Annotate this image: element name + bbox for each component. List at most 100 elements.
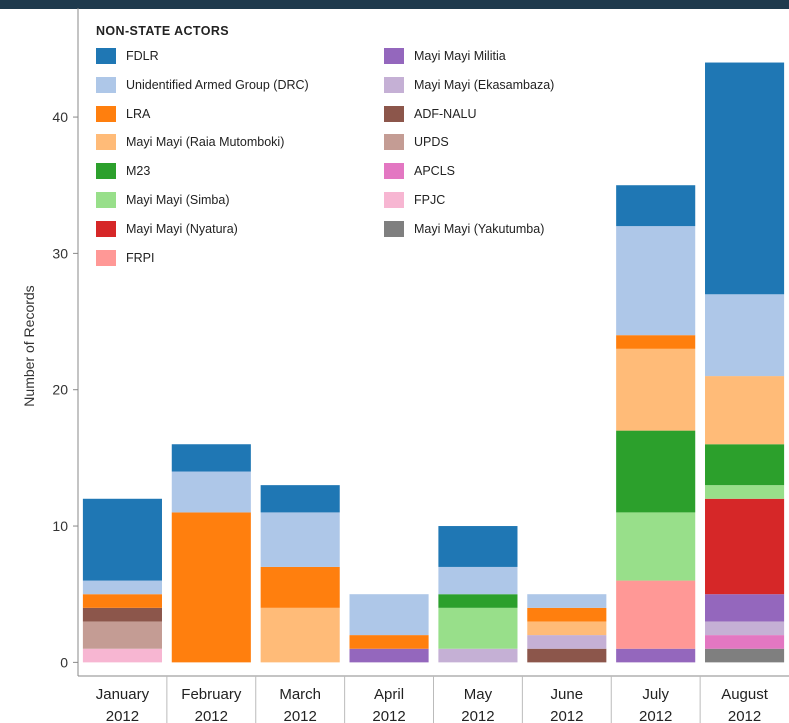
legend-swatch bbox=[384, 192, 404, 208]
legend-swatch bbox=[384, 220, 404, 237]
bar-segment bbox=[527, 607, 607, 622]
legend-swatch bbox=[384, 105, 404, 122]
legend-item: UPDS bbox=[384, 134, 449, 151]
bar-segment bbox=[82, 580, 162, 595]
legend-item: M23 bbox=[96, 163, 151, 180]
x-tick-label-month: June bbox=[551, 686, 584, 703]
bar-segment bbox=[438, 607, 518, 649]
x-tick-label-month: July bbox=[642, 686, 669, 703]
bar-segment bbox=[705, 648, 785, 663]
bar-segment bbox=[260, 512, 340, 567]
legend-label: Mayi Mayi Militia bbox=[414, 49, 506, 63]
y-tick-label: 30 bbox=[52, 245, 68, 261]
bar-segment bbox=[260, 485, 340, 513]
legend-label: LRA bbox=[126, 106, 151, 121]
legend-label: Mayi Mayi (Ekasambaza) bbox=[414, 77, 555, 92]
legend-item: APCLS bbox=[384, 163, 455, 180]
bar-segment bbox=[616, 348, 696, 431]
bar-segment bbox=[705, 376, 785, 445]
legend-swatch bbox=[96, 76, 116, 93]
bar-segment bbox=[438, 526, 518, 567]
y-axis-title: Number of Records bbox=[21, 285, 37, 407]
bar-segment bbox=[260, 566, 340, 608]
x-tick-label-month: February bbox=[181, 686, 242, 703]
y-tick-label: 10 bbox=[52, 518, 68, 534]
legend-label: ADF-NALU bbox=[414, 106, 477, 121]
legend-item: Mayi Mayi (Raia Mutomboki) bbox=[96, 134, 284, 151]
bar-segment bbox=[82, 648, 162, 663]
legend-label: FRPI bbox=[126, 250, 155, 265]
bar-segment bbox=[705, 498, 785, 595]
legend-swatch bbox=[96, 249, 116, 266]
legend-swatch bbox=[96, 134, 116, 151]
legend-item: FPJC bbox=[384, 192, 445, 208]
y-tick-label: 0 bbox=[60, 654, 68, 670]
bar-segment bbox=[527, 635, 607, 649]
legend-item: Unidentified Armed Group (DRC) bbox=[96, 76, 309, 93]
bar-segment bbox=[260, 607, 340, 663]
bar-segment bbox=[705, 444, 785, 486]
bar-segment bbox=[616, 430, 696, 513]
x-tick-label-year: 2012 bbox=[284, 708, 317, 723]
legend-swatch bbox=[96, 163, 116, 180]
legend-label: APCLS bbox=[414, 164, 455, 179]
bar-segment bbox=[705, 294, 785, 377]
bar-segment bbox=[171, 444, 251, 472]
x-tick-label-year: 2012 bbox=[461, 708, 494, 723]
legend-swatch bbox=[96, 220, 116, 237]
bar-segment bbox=[616, 185, 696, 227]
legend-item: Mayi Mayi (Nyatura) bbox=[96, 220, 238, 237]
bar-segment bbox=[438, 648, 518, 663]
legend-item: LRA bbox=[96, 105, 151, 122]
legend-item: Mayi Mayi (Ekasambaza) bbox=[384, 76, 555, 93]
legend-label: FPJC bbox=[414, 193, 446, 207]
bar-segment bbox=[527, 594, 607, 608]
legend-item: Mayi Mayi (Yakutumba) bbox=[384, 220, 545, 237]
legend-label: Mayi Mayi (Simba) bbox=[126, 193, 230, 207]
x-tick-label-month: August bbox=[721, 686, 769, 703]
x-tick-label-month: May bbox=[464, 686, 493, 703]
bar-segment bbox=[527, 648, 607, 663]
x-tick-label-year: 2012 bbox=[728, 708, 761, 723]
legend-item: Mayi Mayi (Simba) bbox=[96, 192, 230, 208]
bar-segment bbox=[616, 512, 696, 581]
x-tick-label-year: 2012 bbox=[550, 708, 583, 723]
x-tick-label-year: 2012 bbox=[372, 708, 405, 723]
bar-segment bbox=[82, 607, 162, 622]
bar-segment bbox=[82, 594, 162, 608]
bar-segment bbox=[171, 471, 251, 513]
bar-segment bbox=[705, 485, 785, 499]
bar-segment bbox=[438, 566, 518, 595]
bar-segment bbox=[438, 594, 518, 608]
y-tick-label: 40 bbox=[52, 109, 68, 125]
bar-segment bbox=[171, 512, 251, 663]
legend-swatch bbox=[96, 192, 116, 208]
bar-segment bbox=[705, 621, 785, 636]
legend-item: FRPI bbox=[96, 249, 155, 266]
legend-swatch bbox=[384, 163, 404, 180]
legend-item: Mayi Mayi Militia bbox=[384, 48, 506, 64]
legend-label: UPDS bbox=[414, 135, 449, 150]
x-tick-label-month: April bbox=[374, 686, 404, 703]
legend-swatch bbox=[96, 48, 116, 64]
legend-swatch bbox=[384, 76, 404, 93]
bar-segment bbox=[82, 621, 162, 649]
legend-title: NON-STATE ACTORS bbox=[96, 24, 230, 38]
legend: NON-STATE ACTORS FDLR Unidentified Armed … bbox=[96, 24, 616, 284]
bar-segment bbox=[349, 635, 429, 649]
bar-segment bbox=[82, 498, 162, 581]
x-tick-label-year: 2012 bbox=[106, 708, 139, 723]
x-tick-label-year: 2012 bbox=[639, 708, 672, 723]
legend-swatch bbox=[96, 105, 116, 122]
legend-label: M23 bbox=[126, 164, 151, 179]
bar-segment bbox=[705, 62, 785, 295]
x-tick-label-month: March bbox=[279, 686, 321, 703]
legend-item: ADF-NALU bbox=[384, 105, 477, 122]
legend-swatch bbox=[384, 48, 404, 64]
bar-segment bbox=[349, 594, 429, 636]
bar-segment bbox=[616, 226, 696, 336]
bar-segment bbox=[616, 580, 696, 649]
x-tick-label-month: January bbox=[96, 686, 150, 703]
legend-label: Mayi Mayi (Yakutumba) bbox=[414, 221, 545, 236]
